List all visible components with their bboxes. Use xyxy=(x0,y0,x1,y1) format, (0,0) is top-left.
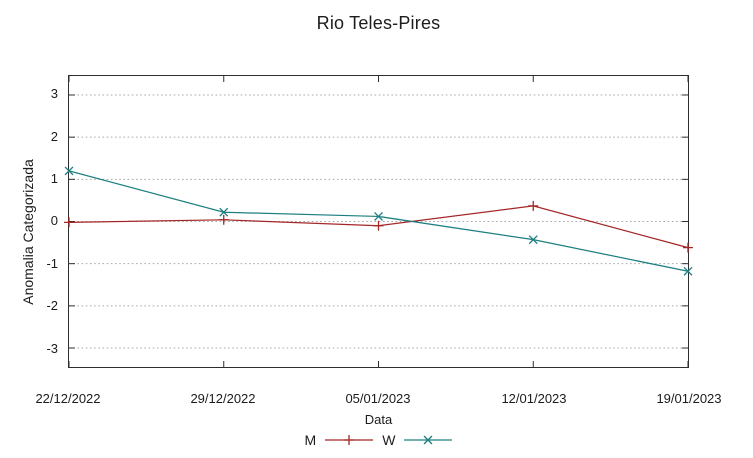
y-tick-label: 2 xyxy=(50,129,58,144)
legend-line-plus-icon xyxy=(325,435,374,445)
y-tick-label: 3 xyxy=(50,86,58,101)
plot-area xyxy=(64,75,693,368)
y-tick-label: 0 xyxy=(50,213,58,228)
chart-title: Rio Teles-Pires xyxy=(316,13,441,33)
x-tick-label: 05/01/2023 xyxy=(345,391,411,406)
legend-entry-m: M xyxy=(305,432,374,448)
chart-svg xyxy=(64,76,693,367)
x-tick-label: 22/12/2022 xyxy=(35,391,101,406)
legend-label-w: W xyxy=(382,432,396,448)
y-tick-label: -1 xyxy=(46,256,58,271)
chart-legend: M W xyxy=(68,431,689,449)
x-tick-label: 19/01/2023 xyxy=(656,391,722,406)
x-axis-label: Data xyxy=(364,412,393,427)
x-tick-label: 29/12/2022 xyxy=(190,391,256,406)
y-tick-label: 1 xyxy=(50,171,58,186)
x-tick-label: 12/01/2023 xyxy=(501,391,567,406)
y-tick-label: -3 xyxy=(46,341,58,356)
y-tick-label: -2 xyxy=(46,298,58,313)
legend-label-m: M xyxy=(304,432,317,448)
legend-line-cross-icon xyxy=(404,435,453,445)
legend-entry-w: W xyxy=(382,432,453,448)
